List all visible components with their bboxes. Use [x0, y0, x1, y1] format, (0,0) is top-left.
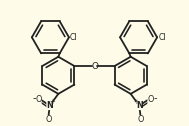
Text: O: O: [91, 61, 98, 71]
Text: N: N: [136, 101, 143, 110]
Text: O: O: [147, 95, 154, 104]
Text: O: O: [45, 115, 52, 124]
Text: N: N: [46, 101, 53, 110]
Text: O: O: [137, 115, 144, 124]
Text: Cl: Cl: [158, 33, 166, 42]
Text: Cl: Cl: [70, 33, 77, 42]
Text: -: -: [153, 93, 157, 103]
Text: +: +: [134, 99, 139, 105]
Text: +: +: [50, 99, 55, 105]
Text: -: -: [32, 93, 36, 103]
Text: O: O: [35, 95, 42, 104]
